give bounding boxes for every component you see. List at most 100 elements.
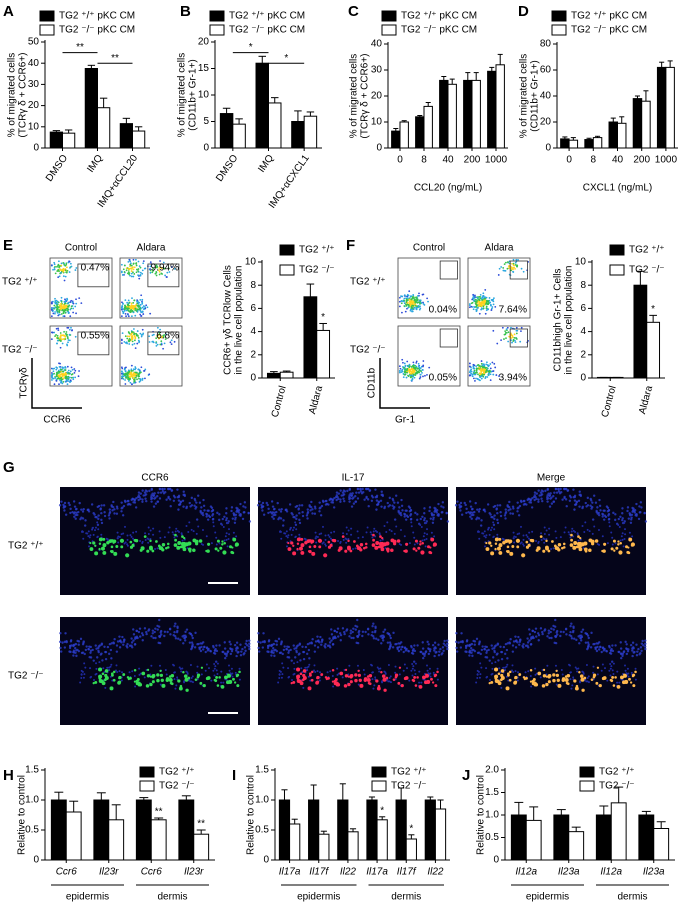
nucleus: [640, 642, 644, 645]
panel-label: G: [3, 459, 15, 476]
nucleus: [195, 505, 198, 509]
error-bar: [610, 117, 616, 122]
nucleus: [93, 513, 96, 516]
nucleus: [476, 530, 479, 533]
nucleus: [225, 538, 228, 541]
stained-cell: [434, 684, 438, 688]
nucleus: [412, 665, 415, 668]
nucleus: [295, 646, 298, 650]
flow-dot: [162, 334, 165, 337]
flow-dots: [120, 258, 176, 318]
flow-dot: [468, 306, 471, 309]
nucleus: [482, 508, 486, 512]
nucleus: [598, 543, 601, 546]
nucleus: [614, 513, 617, 516]
flow-dot: [120, 375, 123, 378]
nucleus: [575, 638, 578, 642]
nucleus: [528, 639, 531, 642]
stained-cell: [378, 542, 383, 546]
flow-dot: [480, 308, 483, 311]
nucleus: [403, 663, 406, 666]
nucleus: [589, 497, 592, 501]
flow-dot: [61, 342, 64, 345]
stained-cell: [385, 547, 390, 552]
nucleus: [631, 649, 634, 652]
flow-dot: [141, 269, 144, 272]
nucleus: [571, 630, 575, 634]
flow-dot: [131, 297, 133, 300]
flow-dot: [127, 376, 130, 379]
flow-dot: [478, 312, 481, 315]
stained-cell: [122, 673, 126, 676]
nucleus: [97, 517, 100, 521]
nucleus: [199, 642, 202, 645]
nucleus: [357, 536, 360, 539]
nucleus: [410, 644, 413, 648]
nucleus: [433, 654, 436, 658]
nucleus: [68, 646, 72, 650]
flow-dot: [53, 304, 56, 307]
stained-cell: [165, 546, 168, 550]
flow-dot: [152, 341, 155, 344]
nucleus: [302, 686, 305, 689]
nucleus: [348, 635, 351, 638]
flow-dot: [399, 367, 402, 370]
nucleus: [631, 535, 634, 538]
nucleus: [492, 523, 496, 527]
flow-dot: [132, 369, 134, 372]
flow-dot: [131, 340, 134, 343]
stained-cell: [577, 546, 581, 549]
bar: [279, 371, 294, 379]
flow-dot: [482, 307, 485, 310]
flow-dot: [139, 371, 142, 374]
nucleus: [356, 487, 360, 491]
nucleus: [522, 534, 525, 537]
flow-dot: [133, 299, 136, 302]
nucleus: [426, 640, 429, 644]
flow-dot: [422, 360, 425, 362]
flow-dot: [409, 295, 412, 298]
stained-cell: [363, 546, 366, 550]
stained-cell: [494, 537, 499, 542]
flow-dot: [412, 365, 415, 368]
flow-dot: [69, 308, 72, 311]
nucleus: [529, 498, 532, 502]
flow-dot: [473, 369, 476, 372]
nucleus: [190, 647, 193, 651]
stained-cell: [310, 678, 314, 682]
flow-dot: [401, 295, 403, 298]
flow-dot: [479, 302, 482, 305]
stained-cell: [143, 535, 147, 538]
nucleus: [210, 679, 213, 682]
nucleus: [298, 652, 301, 655]
flow-dot: [401, 368, 404, 371]
nucleus: [315, 541, 318, 544]
nucleus: [145, 490, 149, 493]
nucleus: [471, 654, 474, 658]
nucleus: [292, 644, 295, 647]
nucleus: [429, 517, 432, 520]
nucleus: [93, 678, 96, 681]
flow-dot: [480, 372, 483, 374]
nucleus: [270, 654, 273, 657]
nucleus: [89, 667, 92, 670]
nucleus: [644, 642, 647, 645]
flow-dot: [136, 299, 139, 301]
flow-dot: [409, 372, 412, 375]
flow-dot: [415, 308, 418, 311]
nucleus: [602, 518, 606, 521]
flow-dot: [58, 270, 60, 272]
nucleus: [493, 504, 497, 508]
stained-cell: [494, 542, 498, 545]
nucleus: [540, 497, 543, 500]
nucleus: [569, 496, 573, 499]
nucleus: [464, 646, 468, 650]
flow-dot: [407, 369, 410, 372]
nucleus: [342, 539, 345, 542]
nucleus: [295, 517, 298, 521]
nucleus: [586, 504, 590, 507]
nucleus: [261, 501, 265, 505]
column-header: Control: [413, 243, 445, 254]
nucleus: [488, 533, 491, 536]
flow-dot: [62, 261, 65, 264]
